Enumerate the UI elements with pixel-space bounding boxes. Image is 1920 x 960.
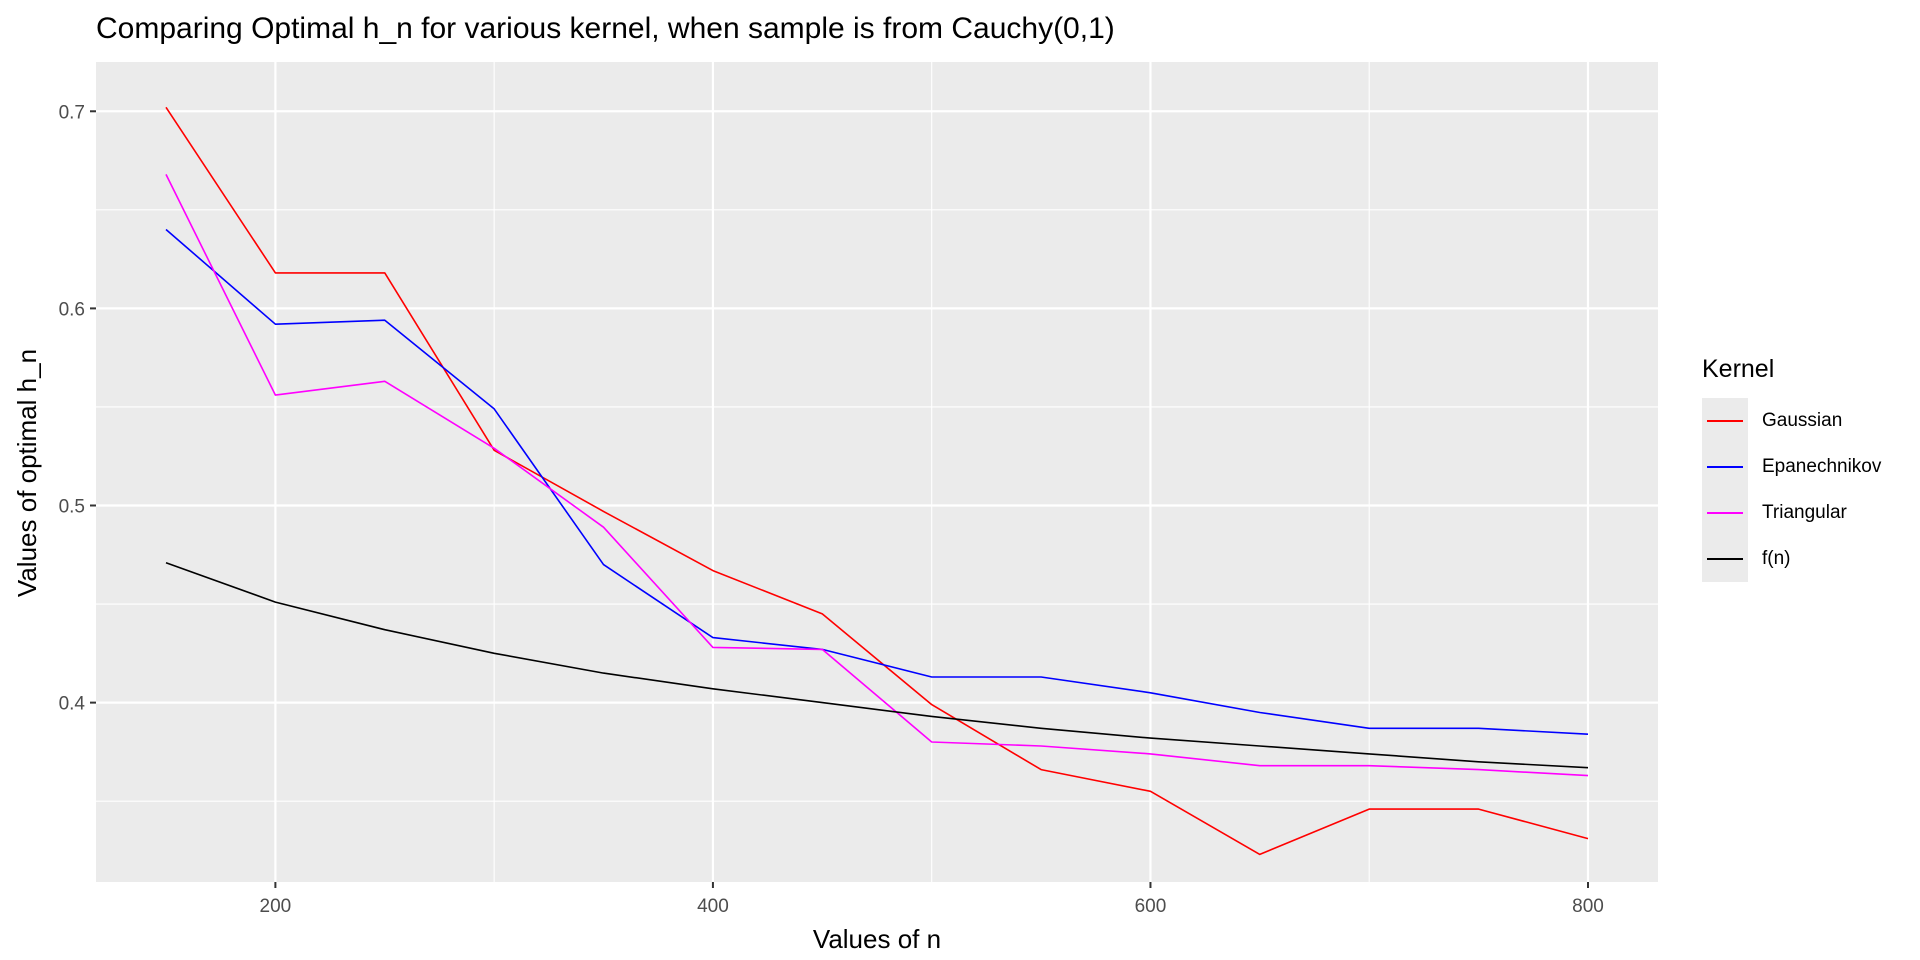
legend-line-icon bbox=[1707, 466, 1743, 468]
legend-swatch bbox=[1702, 490, 1748, 536]
plot-panel bbox=[96, 62, 1658, 882]
legend-label: Gaussian bbox=[1762, 410, 1843, 431]
legend-line-icon bbox=[1707, 512, 1743, 514]
x-axis-label: Values of n bbox=[813, 924, 941, 954]
x-tick-label: 400 bbox=[697, 896, 729, 917]
chart-title: Comparing Optimal h_n for various kernel… bbox=[96, 12, 1115, 45]
x-tick-label: 600 bbox=[1135, 896, 1167, 917]
y-tick-label: 0.5 bbox=[59, 497, 85, 518]
series-line-triangular bbox=[165, 174, 1589, 777]
legend-line-icon bbox=[1707, 420, 1743, 422]
grid-major bbox=[96, 62, 1658, 882]
legend-title: Kernel bbox=[1702, 355, 1775, 383]
legend-item-epanechnikov: Epanechnikov bbox=[1702, 444, 1881, 490]
y-tick-label: 0.6 bbox=[59, 299, 85, 320]
series-line-f-n bbox=[165, 561, 1589, 769]
x-tick-label: 800 bbox=[1572, 896, 1604, 917]
y-tick-label: 0.7 bbox=[59, 102, 85, 123]
x-tick-label: 200 bbox=[260, 896, 292, 917]
legend-swatch bbox=[1702, 444, 1748, 490]
series-layer bbox=[165, 106, 1589, 856]
legend-label: f(n) bbox=[1762, 548, 1791, 569]
legend-line-icon bbox=[1707, 558, 1743, 560]
legend-label: Triangular bbox=[1762, 502, 1847, 523]
axis-ticks: 200 400 600 800 0.4 0.5 0.6 0.7 bbox=[59, 102, 1604, 917]
grid-minor bbox=[96, 62, 1658, 882]
legend-swatch bbox=[1702, 536, 1748, 582]
legend-label: Epanechnikov bbox=[1762, 456, 1882, 477]
series-line-gaussian bbox=[165, 106, 1589, 856]
legend-item-gaussian: Gaussian bbox=[1702, 398, 1881, 444]
series-line-epanechnikov bbox=[165, 228, 1589, 735]
y-axis-label: Values of optimal h_n bbox=[12, 349, 42, 597]
legend-item-f-n: f(n) bbox=[1702, 536, 1881, 582]
legend-swatch bbox=[1702, 398, 1748, 444]
legend-item-triangular: Triangular bbox=[1702, 490, 1881, 536]
legend-keys: Gaussian Epanechnikov Triangular f(n) bbox=[1702, 398, 1881, 582]
y-tick-label: 0.4 bbox=[59, 694, 86, 715]
legend: Kernel Gaussian Epanechnikov Triangular f(n… bbox=[1702, 355, 1881, 582]
